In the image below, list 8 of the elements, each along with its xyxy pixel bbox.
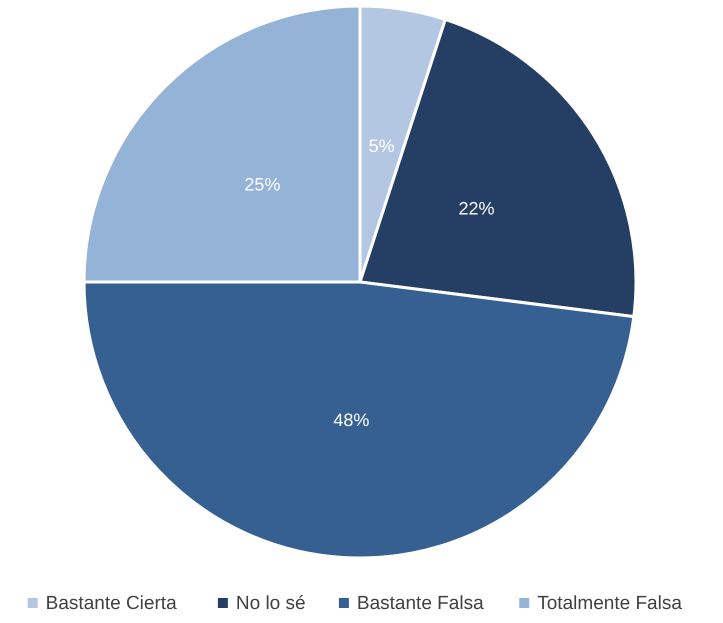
data-label: 5% (368, 136, 395, 156)
data-label: 22% (458, 198, 495, 218)
legend-label: Totalmente Falsa (537, 593, 682, 614)
legend-label: Bastante Cierta (46, 593, 178, 614)
legend-label: Bastante Falsa (356, 593, 484, 614)
legend-label: No lo sé (236, 593, 306, 614)
data-label: 48% (333, 410, 370, 430)
data-label: 25% (244, 174, 280, 195)
